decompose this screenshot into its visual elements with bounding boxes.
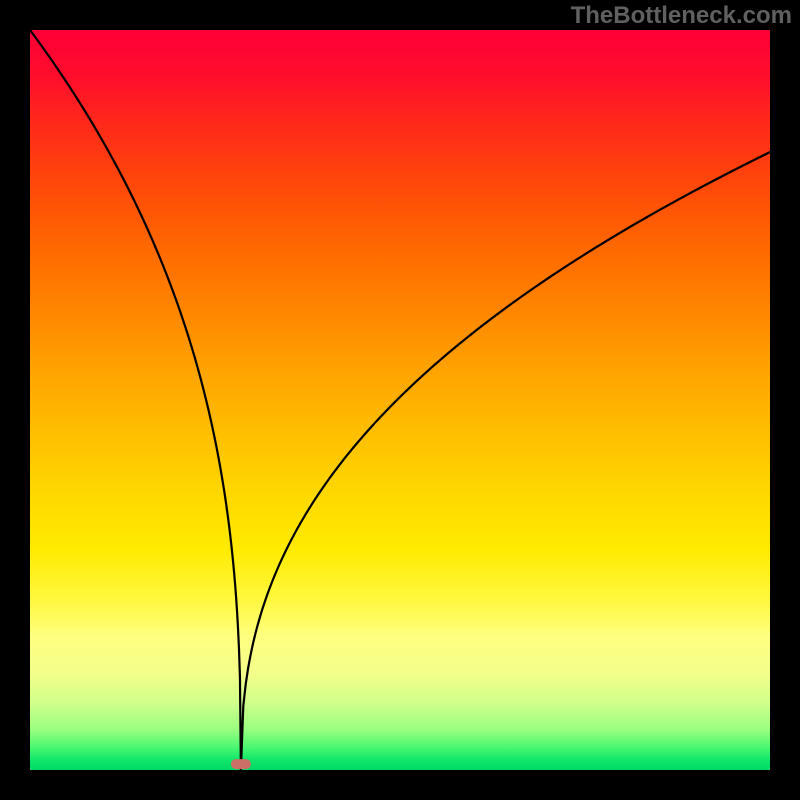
watermark-text: TheBottleneck.com <box>571 2 792 30</box>
minimum-marker <box>231 759 251 769</box>
bottleneck-chart <box>0 0 800 800</box>
chart-container: TheBottleneck.com <box>0 0 800 800</box>
plot-background <box>30 30 770 770</box>
